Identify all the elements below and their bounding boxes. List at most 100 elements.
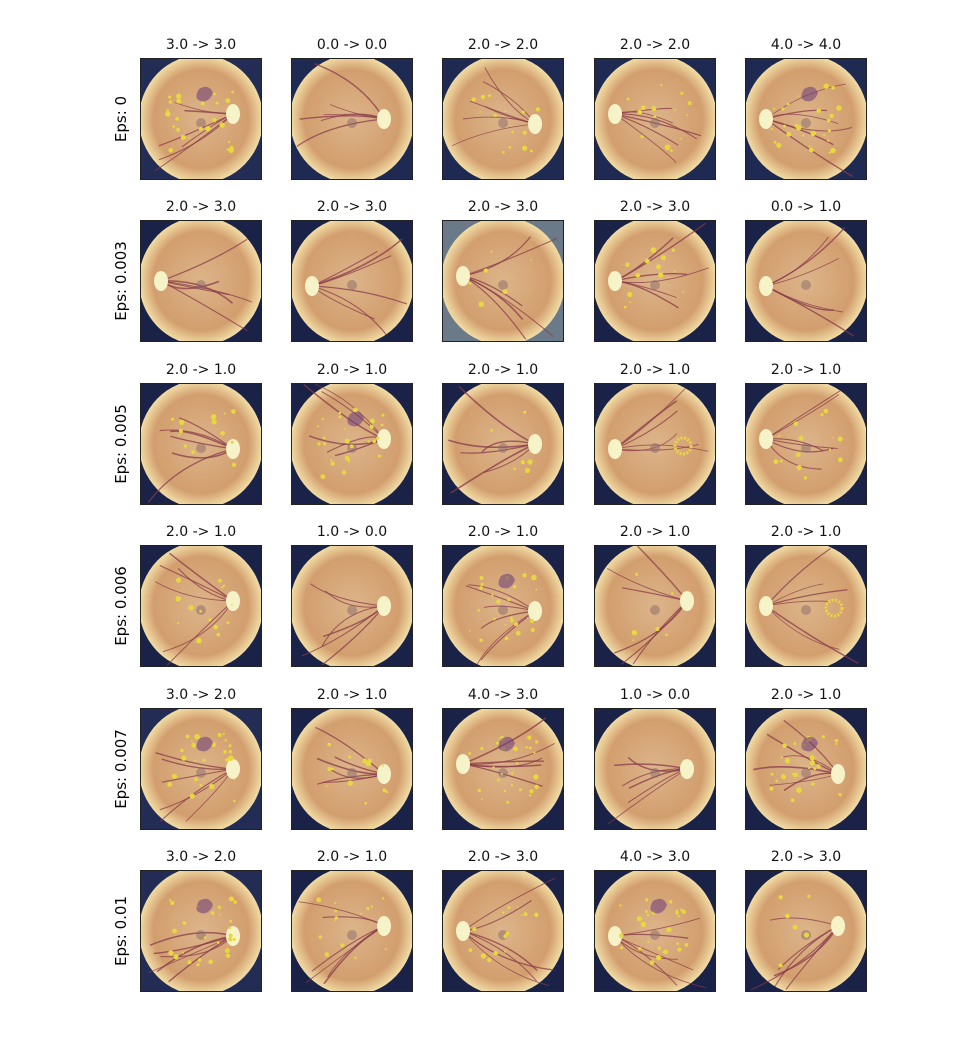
exudate bbox=[527, 735, 532, 740]
exudate bbox=[647, 940, 650, 943]
hemorrhage bbox=[196, 898, 213, 914]
fundus-image bbox=[442, 220, 564, 342]
exudate bbox=[658, 272, 664, 278]
vessel bbox=[614, 400, 677, 450]
exudate bbox=[493, 950, 498, 956]
exudate bbox=[334, 916, 339, 920]
vessel bbox=[159, 768, 234, 811]
fundus-image bbox=[291, 383, 413, 505]
cell-title: 2.0 -> 1.0 bbox=[619, 524, 691, 540]
exudate bbox=[168, 95, 172, 99]
exudate bbox=[478, 301, 484, 307]
exudate bbox=[347, 461, 350, 463]
cell-title: 2.0 -> 3.0 bbox=[467, 199, 539, 215]
exudate bbox=[770, 772, 774, 776]
exudate bbox=[487, 957, 492, 963]
exudate bbox=[529, 794, 532, 797]
fundus-image bbox=[594, 58, 716, 180]
exudate bbox=[176, 128, 180, 132]
exudate bbox=[182, 921, 187, 925]
exudate bbox=[208, 959, 213, 964]
exudate bbox=[183, 444, 188, 448]
exudate bbox=[502, 911, 505, 914]
vessel bbox=[451, 123, 536, 147]
exudate bbox=[205, 126, 211, 132]
exudate bbox=[220, 431, 225, 436]
exudate bbox=[500, 772, 503, 775]
fundus-image bbox=[745, 545, 867, 667]
exudate bbox=[210, 414, 217, 420]
vessel bbox=[765, 589, 848, 607]
exudate bbox=[827, 129, 831, 133]
cell-title: 4.0 -> 3.0 bbox=[467, 687, 539, 703]
exudate bbox=[823, 408, 829, 414]
exudate bbox=[170, 900, 175, 906]
exudate bbox=[681, 909, 686, 914]
cell-title: 3.0 -> 2.0 bbox=[165, 849, 237, 865]
cell-title: 2.0 -> 1.0 bbox=[619, 362, 691, 378]
exudate bbox=[480, 953, 487, 959]
vessel bbox=[765, 236, 829, 287]
exudate bbox=[832, 436, 835, 439]
fundus-drawing bbox=[443, 546, 563, 666]
fundus-drawing bbox=[141, 384, 261, 504]
exudate bbox=[228, 744, 232, 748]
exudate bbox=[491, 594, 494, 597]
exudate bbox=[479, 111, 482, 113]
exudate bbox=[682, 290, 685, 293]
exudate bbox=[338, 411, 342, 415]
exudate bbox=[175, 117, 180, 121]
fundus-drawing bbox=[746, 546, 866, 666]
exudate bbox=[670, 149, 673, 152]
exudate bbox=[511, 130, 514, 134]
exudate bbox=[530, 259, 533, 262]
macula bbox=[347, 605, 357, 615]
exudate bbox=[522, 145, 528, 151]
exudate bbox=[631, 630, 638, 636]
vessel bbox=[160, 280, 252, 303]
exudate bbox=[228, 755, 234, 761]
exudate bbox=[228, 147, 234, 153]
exudate bbox=[225, 758, 229, 762]
exudate bbox=[794, 124, 799, 128]
macula bbox=[801, 605, 811, 615]
exudate bbox=[372, 439, 376, 443]
exudate bbox=[797, 95, 799, 97]
exudate bbox=[831, 86, 835, 90]
vessel bbox=[153, 935, 234, 955]
fundus-drawing bbox=[292, 871, 412, 991]
vessel bbox=[462, 877, 556, 932]
exudate bbox=[510, 616, 513, 620]
exudate bbox=[224, 739, 227, 742]
optic-disc bbox=[226, 926, 240, 946]
optic-disc bbox=[377, 429, 391, 449]
macula bbox=[347, 930, 357, 940]
fundus-image bbox=[594, 870, 716, 992]
exudate bbox=[490, 250, 493, 253]
exudate bbox=[668, 900, 673, 904]
exudate bbox=[325, 785, 328, 787]
exudate bbox=[196, 735, 200, 740]
cell-title: 0.0 -> 1.0 bbox=[770, 199, 842, 215]
exudate bbox=[651, 106, 657, 112]
exudate bbox=[322, 442, 327, 446]
vessel bbox=[148, 935, 234, 974]
exudate bbox=[676, 942, 679, 945]
fundus-drawing bbox=[746, 709, 866, 829]
exudate bbox=[778, 963, 783, 968]
exudate bbox=[381, 413, 385, 417]
cell-title: 3.0 -> 2.0 bbox=[165, 687, 237, 703]
exudate bbox=[657, 946, 661, 950]
exudate bbox=[829, 113, 834, 119]
exudate bbox=[675, 909, 678, 912]
exudate bbox=[471, 97, 476, 102]
exudate bbox=[327, 766, 332, 772]
optic-disc bbox=[759, 276, 773, 296]
fundus-image bbox=[442, 383, 564, 505]
exudate bbox=[677, 947, 682, 952]
exudate bbox=[222, 733, 225, 736]
exudate bbox=[522, 573, 527, 578]
exudate bbox=[344, 455, 350, 461]
exudate bbox=[369, 424, 374, 429]
exudate bbox=[636, 916, 642, 922]
